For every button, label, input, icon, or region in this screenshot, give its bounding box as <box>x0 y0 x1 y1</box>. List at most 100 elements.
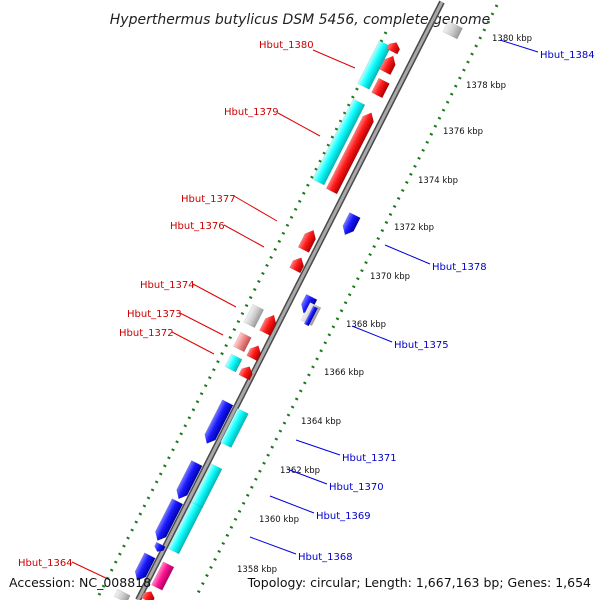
gene-label-right: Hbut_1371 <box>295 439 397 464</box>
gene-name: Hbut_1372 <box>119 328 174 339</box>
gene-feature-14 <box>243 304 265 328</box>
scale-tick-label: 1380 kbp <box>492 34 532 44</box>
gene-name: Hbut_1378 <box>432 262 487 273</box>
gene-arrow <box>379 55 396 76</box>
gene-arrow <box>243 304 265 328</box>
gene-arrow <box>325 112 374 195</box>
gene-arrow <box>151 561 175 591</box>
gene-arrow <box>191 463 223 509</box>
gene-label-right: Hbut_1370 <box>286 468 384 493</box>
leader-line <box>233 195 278 222</box>
gene-name: Hbut_1371 <box>342 453 397 464</box>
gene-feature-9 <box>289 257 305 274</box>
gene-label-right: Hbut_1368 <box>249 536 353 563</box>
gene-arrow <box>297 229 316 253</box>
accession-label: Accession: NC_008818 <box>9 575 151 590</box>
leader-line <box>192 283 237 308</box>
gene-feature-18 <box>224 353 243 373</box>
gene-feature-6 <box>312 98 366 186</box>
gene-label-left: Hbut_1377 <box>181 194 278 222</box>
gene-label-left: Hbut_1380 <box>259 40 356 69</box>
gene-label-left: Hbut_1372 <box>119 328 215 355</box>
gene-label-right: Hbut_1378 <box>384 244 487 273</box>
gene-arrow <box>357 40 392 90</box>
scale-tick-label: 1372 kbp <box>394 223 434 233</box>
gene-arrow <box>204 399 234 444</box>
gene-feature-21 <box>220 408 249 448</box>
scale-tick-label: 1362 kbp <box>280 466 320 476</box>
gene-labels-right: Hbut_1384 Hbut_1378 Hbut_1375 Hbut_1371 Hbut… <box>249 39 595 563</box>
gene-name: Hbut_1376 <box>170 221 225 232</box>
gene-feature-17 <box>246 345 262 362</box>
gene-labels-left: Hbut_1380 Hbut_1379 Hbut_1377 Hbut_1376 Hbut… <box>18 40 356 581</box>
gene-arrow <box>154 541 166 552</box>
genome-backbone <box>136 1 444 600</box>
leader-line <box>351 325 393 343</box>
gene-arrow <box>155 498 184 541</box>
gene-label-right: Hbut_1375 <box>351 325 449 351</box>
genome-summary: Topology: circular; Length: 1,667,163 bp… <box>247 575 591 590</box>
gene-name: Hbut_1368 <box>298 552 353 563</box>
gene-label-left: Hbut_1364 <box>18 558 111 581</box>
gene-feature-29 <box>140 591 155 600</box>
gene-arrow <box>220 408 249 448</box>
scale-ticks: 1380 kbp 1378 kbp 1376 kbp 1374 kbp 1372 kbp… <box>237 34 532 575</box>
gene-feature-19 <box>238 366 253 381</box>
scale-tick-label: 1378 kbp <box>466 81 506 91</box>
leader-line <box>295 439 341 456</box>
gene-arrow <box>371 77 390 99</box>
scale-tick-label: 1370 kbp <box>370 272 410 282</box>
leader-line <box>384 244 431 265</box>
gene-arrow <box>312 98 366 186</box>
gene-label-left: Hbut_1379 <box>224 107 321 137</box>
tick-dots-right <box>194 4 499 598</box>
gene-feature-13 <box>303 305 318 327</box>
gene-feature-3 <box>386 42 401 55</box>
gene-name: Hbut_1364 <box>18 558 73 569</box>
scale-tick-label: 1366 kbp <box>324 368 364 378</box>
gene-name: Hbut_1379 <box>224 107 279 118</box>
gene-name: Hbut_1377 <box>181 194 236 205</box>
scale-tick-label: 1364 kbp <box>301 417 341 427</box>
gene-feature-16 <box>233 331 252 353</box>
scale-tick-label: 1368 kbp <box>346 320 386 330</box>
gene-feature-24 <box>155 498 184 541</box>
leader-line <box>312 49 356 69</box>
leader-line <box>286 468 328 485</box>
gene-name: Hbut_1370 <box>329 482 384 493</box>
gene-arrow <box>342 212 361 236</box>
gene-arrow <box>442 20 463 40</box>
gene-arrow <box>303 305 318 327</box>
gene-arrow <box>224 353 243 373</box>
scale-tick-label: 1376 kbp <box>443 127 483 137</box>
gene-label-left: Hbut_1373 <box>127 309 224 336</box>
gene-feature-5 <box>371 77 390 99</box>
gene-arrow <box>233 331 252 353</box>
gene-feature-30 <box>113 588 131 600</box>
gene-label-left: Hbut_1376 <box>170 221 265 248</box>
gene-arrow <box>289 257 305 274</box>
leader-line <box>269 495 315 514</box>
gene-label-right: Hbut_1369 <box>269 495 371 522</box>
gene-feature-28 <box>151 561 175 591</box>
gene-feature-23 <box>191 463 223 509</box>
gene-arrow <box>176 460 203 500</box>
leader-line <box>277 112 321 137</box>
gene-name: Hbut_1375 <box>394 340 449 351</box>
gene-feature-4 <box>379 55 396 76</box>
gene-feature-26 <box>154 541 166 552</box>
gene-arrow <box>386 42 401 55</box>
leader-line <box>249 536 297 555</box>
gene-feature-22 <box>176 460 203 500</box>
gene-features <box>113 20 463 600</box>
gene-feature-25 <box>167 501 203 555</box>
gene-feature-2 <box>357 40 392 90</box>
leader-line <box>71 561 111 581</box>
gene-feature-1 <box>442 20 463 40</box>
gene-label-left: Hbut_1374 <box>140 280 237 308</box>
leader-line <box>223 224 265 248</box>
gene-name: Hbut_1374 <box>140 280 195 291</box>
gene-arrow <box>140 591 155 600</box>
scale-tick-label: 1360 kbp <box>259 515 299 525</box>
